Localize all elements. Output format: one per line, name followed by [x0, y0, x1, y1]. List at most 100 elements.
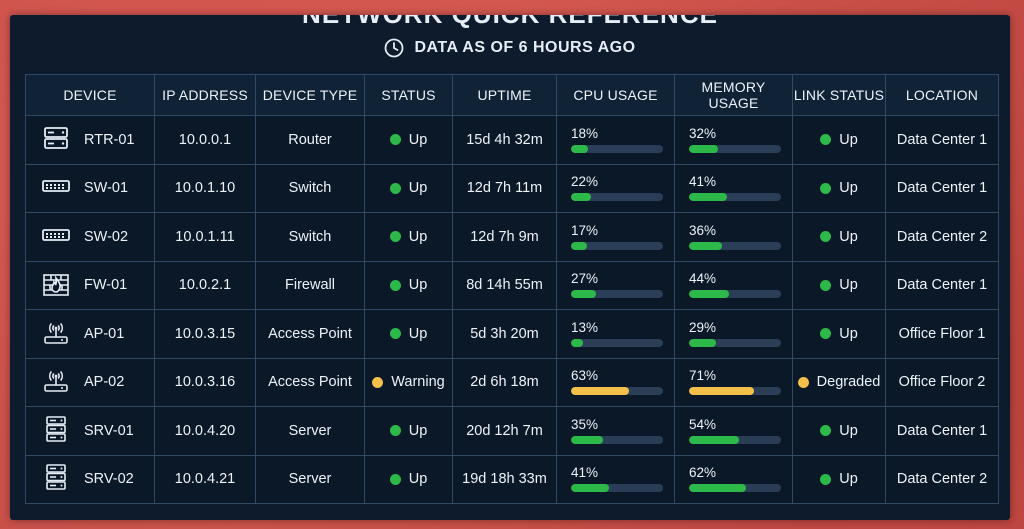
- cpu-usage-bar-fill: [571, 144, 588, 153]
- device-name: AP-01: [84, 325, 125, 342]
- device-name: SRV-02: [84, 471, 134, 488]
- column-header-location[interactable]: LOCATION: [885, 74, 999, 116]
- device-cell: FW-01: [25, 260, 155, 310]
- server-icon: [42, 463, 70, 495]
- status-text: Up: [408, 325, 428, 342]
- device-name: FW-01: [84, 277, 128, 294]
- memory-usage-cell: 62%: [674, 454, 793, 504]
- link-status-text: Degraded: [816, 374, 881, 391]
- memory-usage-bar-fill: [689, 241, 723, 250]
- memory-usage-bar-fill: [689, 193, 727, 202]
- ip-address-cell: 10.0.4.20: [154, 406, 256, 456]
- switch-icon: [42, 172, 70, 204]
- link-status-cell: Up: [792, 406, 886, 456]
- device-type-cell: Server: [255, 454, 365, 504]
- status-cell: Up: [364, 115, 453, 165]
- status-text: Up: [408, 422, 428, 439]
- firewall-icon: [42, 269, 70, 301]
- status-indicator: [389, 279, 401, 291]
- memory-usage-bar: [689, 338, 781, 347]
- network-reference-panel: NETWORK QUICK REFERENCE DATA AS OF 6 HOU…: [10, 15, 1010, 520]
- cpu-usage-bar: [571, 338, 663, 347]
- memory-usage-bar: [689, 435, 781, 444]
- memory-usage-cell: 29%: [674, 309, 793, 359]
- uptime-cell: 15d 4h 32m: [452, 115, 557, 165]
- memory-usage-value: 54%: [689, 416, 717, 432]
- device-cell: SW-02: [25, 212, 155, 262]
- cpu-usage-bar: [571, 387, 663, 396]
- memory-usage-value: 36%: [689, 222, 717, 238]
- device-name: SRV-01: [84, 422, 134, 439]
- device-type-cell: Firewall: [255, 260, 365, 310]
- link-status-indicator: [820, 279, 832, 291]
- cpu-usage-bar: [571, 290, 663, 299]
- cpu-usage-cell: 17%: [556, 212, 675, 262]
- column-header-status[interactable]: STATUS: [364, 74, 453, 116]
- uptime-cell: 2d 6h 18m: [452, 357, 557, 407]
- status-text: Up: [408, 131, 428, 148]
- link-status-indicator: [797, 376, 809, 388]
- table-row[interactable]: AP-02 10.0.3.16 Access Point Warning 2d …: [25, 357, 999, 407]
- cpu-usage-bar-fill: [571, 435, 604, 444]
- device-cell: AP-02: [25, 357, 155, 407]
- cpu-usage-value: 35%: [571, 416, 599, 432]
- memory-usage-cell: 41%: [674, 163, 793, 213]
- cpu-usage-value: 63%: [571, 368, 599, 384]
- link-status-indicator: [820, 425, 832, 437]
- cpu-usage-cell: 27%: [556, 260, 675, 310]
- table-row[interactable]: SW-02 10.0.1.11 Switch Up 12d 7h 9m 17% …: [25, 212, 999, 262]
- link-status-cell: Degraded: [792, 357, 886, 407]
- memory-usage-cell: 36%: [674, 212, 793, 262]
- column-header-cpu-usage[interactable]: CPU USAGE: [556, 74, 675, 116]
- memory-usage-bar: [689, 290, 781, 299]
- device-cell: RTR-01: [25, 115, 155, 165]
- memory-usage-value: 41%: [689, 174, 717, 190]
- memory-usage-value: 62%: [689, 465, 717, 481]
- status-cell: Up: [364, 454, 453, 504]
- link-status-text: Up: [839, 277, 858, 294]
- table-row[interactable]: SW-01 10.0.1.10 Switch Up 12d 7h 11m 22%…: [25, 163, 999, 213]
- status-indicator: [389, 231, 401, 243]
- status-indicator: [389, 328, 401, 340]
- cpu-usage-cell: 35%: [556, 406, 675, 456]
- cpu-usage-value: 18%: [571, 125, 599, 141]
- link-status-indicator: [820, 182, 832, 194]
- link-status-text: Up: [839, 325, 858, 342]
- memory-usage-value: 44%: [689, 271, 717, 287]
- memory-usage-bar-fill: [689, 387, 755, 396]
- link-status-text: Up: [839, 131, 858, 148]
- column-header-device-type[interactable]: DEVICE TYPE: [255, 74, 365, 116]
- cpu-usage-bar: [571, 241, 663, 250]
- column-header-memory-usage[interactable]: MEMORY USAGE: [674, 74, 793, 116]
- column-header-link-status[interactable]: LINK STATUS: [792, 74, 886, 116]
- device-type-cell: Server: [255, 406, 365, 456]
- memory-usage-bar: [689, 241, 781, 250]
- cpu-usage-cell: 18%: [556, 115, 675, 165]
- ip-address-cell: 10.0.3.16: [154, 357, 256, 407]
- memory-usage-cell: 32%: [674, 115, 793, 165]
- table-row[interactable]: SRV-01 10.0.4.20 Server Up 20d 12h 7m 35…: [25, 406, 999, 456]
- device-table: DEVICE IP ADDRESS DEVICE TYPE STATUS UPT…: [25, 74, 999, 504]
- access-point-icon: [42, 318, 70, 350]
- uptime-cell: 19d 18h 33m: [452, 454, 557, 504]
- device-name: AP-02: [84, 374, 125, 391]
- status-text: Up: [408, 180, 428, 197]
- status-cell: Up: [364, 406, 453, 456]
- table-row[interactable]: AP-01 10.0.3.15 Access Point Up 5d 3h 20…: [25, 309, 999, 359]
- status-indicator: [389, 182, 401, 194]
- location-cell: Data Center 2: [885, 212, 999, 262]
- status-text: Up: [408, 277, 428, 294]
- device-type-cell: Switch: [255, 163, 365, 213]
- status-indicator: [389, 473, 401, 485]
- table-row[interactable]: FW-01 10.0.2.1 Firewall Up 8d 14h 55m 27…: [25, 260, 999, 310]
- link-status-cell: Up: [792, 163, 886, 213]
- column-header-uptime[interactable]: UPTIME: [452, 74, 557, 116]
- column-header-ip-address[interactable]: IP ADDRESS: [154, 74, 256, 116]
- location-cell: Office Floor 2: [885, 357, 999, 407]
- uptime-cell: 12d 7h 11m: [452, 163, 557, 213]
- device-type-cell: Access Point: [255, 309, 365, 359]
- column-header-device[interactable]: DEVICE: [25, 74, 155, 116]
- table-row[interactable]: RTR-01 10.0.0.1 Router Up 15d 4h 32m 18%…: [25, 115, 999, 165]
- location-cell: Data Center 1: [885, 115, 999, 165]
- table-row[interactable]: SRV-02 10.0.4.21 Server Up 19d 18h 33m 4…: [25, 454, 999, 504]
